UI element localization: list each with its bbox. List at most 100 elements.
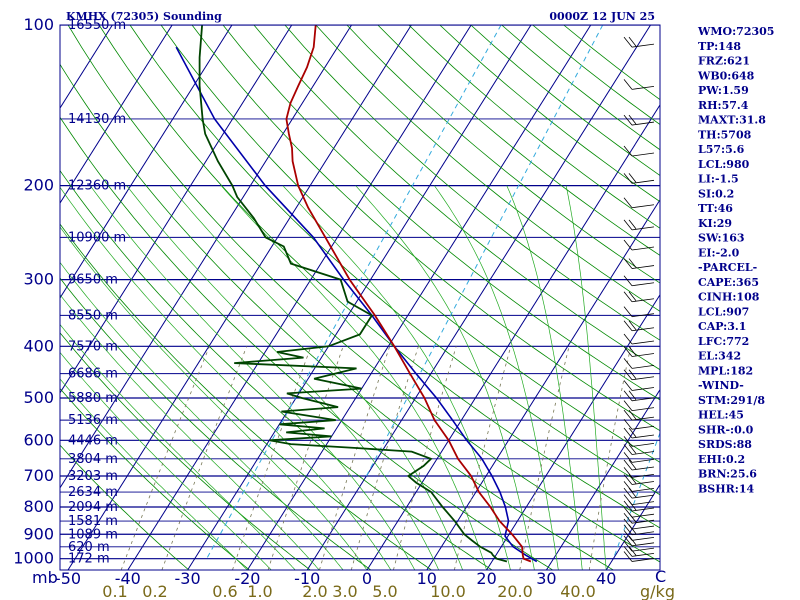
wind-barb-flag xyxy=(623,275,633,286)
temperature-tick-label: -50 xyxy=(55,569,81,588)
wind-barb-staff xyxy=(631,473,655,478)
moist-adiabat-line xyxy=(90,185,416,570)
dry-adiabat-line xyxy=(60,387,250,570)
wind-barb-flag xyxy=(628,474,637,484)
stability-index-row: FRZ:621 xyxy=(698,55,750,68)
wind-barb-flag xyxy=(628,369,637,379)
mixing-ratio-line xyxy=(161,346,248,570)
wind-barb-flag xyxy=(623,535,633,547)
wind-barb-flag xyxy=(623,36,633,48)
wind-barb-staff xyxy=(631,376,655,381)
height-label: 2634 m xyxy=(68,485,118,500)
mixing-ratio-line xyxy=(588,346,632,570)
stability-index-row: KI:29 xyxy=(698,217,732,230)
wind-barb-staff xyxy=(631,547,655,552)
wind-barb-flag xyxy=(623,358,633,369)
height-label: 8550 m xyxy=(68,308,118,323)
wind-barb xyxy=(623,524,655,536)
pressure-tick-label: 900 xyxy=(23,524,54,543)
wind-barb xyxy=(623,36,655,48)
stability-index-row: TT:46 xyxy=(698,202,733,215)
wind-barb-staff xyxy=(631,204,655,209)
wind-barb xyxy=(623,275,655,287)
isotherm-line xyxy=(127,25,472,570)
dry-adiabat-line xyxy=(60,277,372,570)
height-label: 4446 m xyxy=(68,433,118,448)
wind-barb-staff xyxy=(631,536,655,541)
reference-dashed-line xyxy=(206,25,502,559)
wind-barb xyxy=(623,546,655,557)
height-label: 5136 m xyxy=(68,413,118,428)
wind-barb xyxy=(623,436,655,447)
wind-barb-flag xyxy=(623,524,633,536)
wind-barb-staff xyxy=(631,542,655,547)
wind-barb xyxy=(623,145,655,157)
wind-barb-flag xyxy=(628,346,637,356)
height-label: 10900 m xyxy=(68,230,126,245)
moist-adiabat-line xyxy=(60,226,368,570)
stability-index-row: CINH:108 xyxy=(698,291,760,304)
dry-adiabat-line xyxy=(60,63,614,570)
isotherm-line xyxy=(366,103,660,570)
dry-adiabat-line xyxy=(160,25,660,463)
moist-adiabat-line xyxy=(355,185,535,570)
wind-barb-staff xyxy=(631,43,655,48)
wind-barb-staff xyxy=(631,246,655,251)
wind-barb-flag xyxy=(623,467,633,478)
isotherm-line xyxy=(60,25,352,489)
dry-adiabat-line xyxy=(60,116,553,570)
dewpoint-trace-line xyxy=(198,25,508,563)
stability-index-row: TP:148 xyxy=(698,40,741,53)
stability-index-row: SHR-:0.0 xyxy=(698,423,754,436)
wind-barb xyxy=(623,409,655,421)
wind-barb-staff xyxy=(631,179,655,184)
wind-barb-staff xyxy=(631,425,655,430)
pressure-tick-label: 200 xyxy=(23,176,54,195)
mixing-ratio-tick-label: 20.0 xyxy=(497,582,533,600)
isotherm-line xyxy=(60,25,173,204)
pressure-unit-label: mb xyxy=(32,568,58,587)
wind-barb-flag xyxy=(628,36,637,47)
moist-adiabat-line xyxy=(565,185,607,570)
height-label: 1089 m xyxy=(68,527,118,542)
stability-index-row: EHI:0.2 xyxy=(698,453,745,466)
moist-adiabat-line xyxy=(60,323,296,570)
wind-barb-staff xyxy=(631,298,655,303)
wind-barb xyxy=(623,380,655,391)
wind-barb xyxy=(623,333,655,345)
wind-barb-flag xyxy=(623,436,633,447)
wind-barb-flag xyxy=(628,459,637,470)
mixing-ratio-tick-label: 3.0 xyxy=(332,582,357,600)
moist-adiabat-line xyxy=(169,185,464,570)
stability-index-row: CAP:3.1 xyxy=(698,320,746,333)
wind-barb-flag xyxy=(623,427,633,439)
wind-barb-flag xyxy=(628,291,637,301)
height-label: 5880 m xyxy=(68,391,118,406)
stability-index-row: LFC:772 xyxy=(698,335,749,348)
mixing-ratio-tick-label: 2.0 xyxy=(302,582,327,600)
temperature-tick-label: -10 xyxy=(294,569,320,588)
wind-barb-flag xyxy=(623,530,633,541)
height-label: 12360 m xyxy=(68,179,126,194)
plot-frame xyxy=(59,24,661,571)
moist-adiabat-line xyxy=(126,185,440,570)
wind-barb-staff xyxy=(631,558,655,562)
parcel-trace-line xyxy=(175,46,538,563)
pressure-tick-label: 400 xyxy=(23,336,54,355)
wind-barb-staff xyxy=(631,501,655,506)
stability-index-row: MAXT:31.8 xyxy=(698,114,766,127)
mixing-ratio-tick-label: 0.6 xyxy=(212,582,237,600)
mixing-ratio-unit-label: g/kg xyxy=(640,582,675,600)
wind-barb-flag xyxy=(623,258,633,269)
wind-barb-staff xyxy=(631,458,655,463)
wind-barb-staff xyxy=(631,531,655,536)
wind-barb-flag xyxy=(623,546,633,557)
wind-barb-flag xyxy=(623,380,633,391)
dry-adiabat-line xyxy=(346,25,660,284)
height-label: 3203 m xyxy=(68,469,118,484)
wind-barb-staff xyxy=(631,481,655,485)
wind-barb xyxy=(623,467,655,478)
wind-barb-staff xyxy=(631,313,655,318)
wind-barb-flag xyxy=(623,114,633,126)
